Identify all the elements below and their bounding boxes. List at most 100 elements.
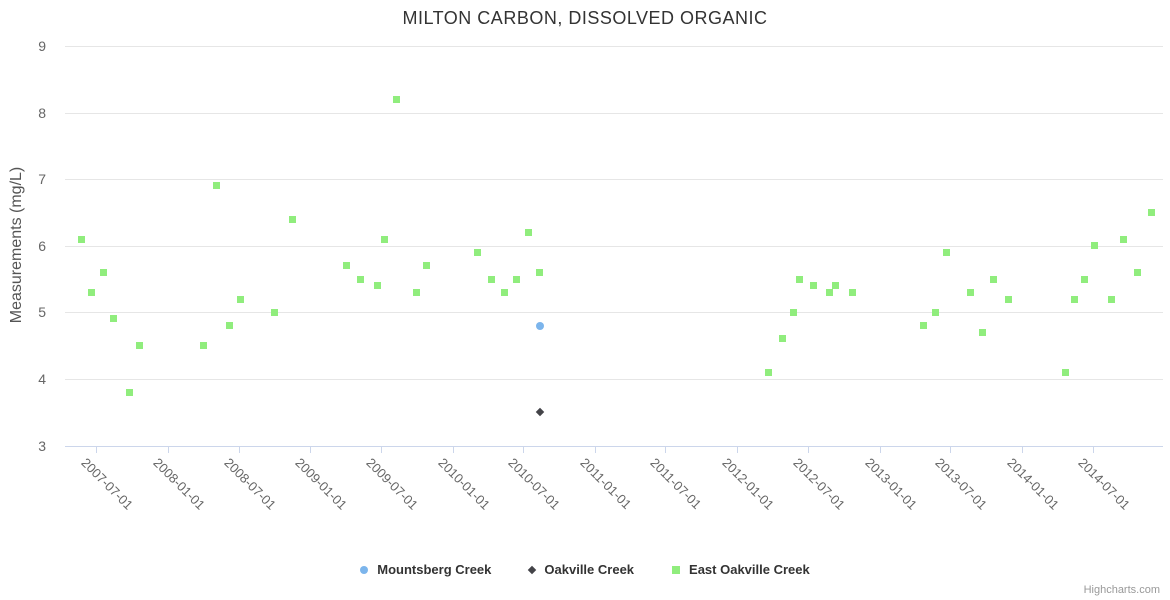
data-point-square[interactable] bbox=[978, 328, 986, 336]
data-point-square[interactable] bbox=[199, 342, 207, 350]
x-axis-tick-label: 2010-07-01 bbox=[505, 454, 564, 513]
y-gridline bbox=[65, 112, 1163, 114]
data-point-square[interactable] bbox=[1081, 275, 1089, 283]
x-axis-tick-label: 2012-01-01 bbox=[719, 454, 778, 513]
y-axis-tick-label: 3 bbox=[38, 437, 46, 454]
legend-item-mountsberg-creek[interactable]: Mountsberg Creek bbox=[360, 562, 491, 577]
x-axis-tick-label: 2009-01-01 bbox=[292, 454, 351, 513]
data-point-square[interactable] bbox=[474, 248, 482, 256]
data-point-square[interactable] bbox=[826, 288, 834, 296]
data-point-square[interactable] bbox=[77, 235, 85, 243]
data-point-square[interactable] bbox=[501, 288, 509, 296]
circle-marker-icon bbox=[360, 565, 369, 574]
data-point-square[interactable] bbox=[237, 295, 245, 303]
legend-label: Oakville Creek bbox=[544, 562, 635, 577]
x-axis-tick-label: 2013-01-01 bbox=[862, 454, 920, 513]
data-point-square[interactable] bbox=[357, 275, 365, 283]
data-point-square[interactable] bbox=[536, 268, 544, 276]
x-axis-line bbox=[65, 445, 1163, 447]
y-axis-tick-label: 6 bbox=[38, 237, 46, 254]
x-axis-tick-label: 2012-07-01 bbox=[790, 454, 849, 513]
x-axis-tick bbox=[1092, 446, 1094, 453]
x-axis-tick-label: 2009-07-01 bbox=[363, 454, 421, 513]
data-point-square[interactable] bbox=[789, 308, 797, 316]
data-point-square[interactable] bbox=[88, 288, 95, 296]
data-point-circle[interactable] bbox=[535, 321, 544, 330]
data-point-square[interactable] bbox=[931, 308, 939, 316]
data-point-square[interactable] bbox=[1090, 242, 1098, 250]
data-point-square[interactable] bbox=[966, 288, 974, 296]
data-point-square[interactable] bbox=[524, 228, 532, 236]
legend-item-oakville-creek[interactable]: Oakville Creek bbox=[528, 562, 635, 577]
data-point-square[interactable] bbox=[809, 282, 817, 290]
data-point-square[interactable] bbox=[135, 342, 143, 350]
data-point-square[interactable] bbox=[422, 262, 430, 270]
y-axis-tick-label: 7 bbox=[38, 171, 46, 188]
x-axis-tick bbox=[310, 446, 312, 453]
data-point-square[interactable] bbox=[1108, 295, 1116, 303]
data-point-square[interactable] bbox=[778, 335, 786, 343]
data-point-square[interactable] bbox=[513, 275, 521, 283]
data-point-square[interactable] bbox=[380, 235, 388, 243]
x-axis-tick bbox=[594, 446, 596, 453]
x-axis-tick bbox=[380, 446, 382, 453]
data-point-square[interactable] bbox=[1133, 268, 1141, 276]
legend-label: Mountsberg Creek bbox=[377, 562, 492, 577]
data-point-square[interactable] bbox=[373, 282, 381, 290]
y-axis-tick-label: 9 bbox=[38, 38, 46, 54]
data-point-square[interactable] bbox=[1005, 295, 1013, 303]
y-gridline bbox=[65, 46, 1163, 47]
data-point-square[interactable] bbox=[1119, 235, 1127, 243]
y-gridline bbox=[65, 378, 1163, 380]
x-axis-tick-label: 2008-07-01 bbox=[220, 454, 279, 513]
data-point-square[interactable] bbox=[989, 275, 997, 283]
x-axis-tick-label: 2011-07-01 bbox=[647, 454, 705, 512]
x-axis-tick-label: 2010-01-01 bbox=[434, 454, 493, 513]
y-axis-tick-label: 5 bbox=[38, 304, 46, 321]
data-point-square[interactable] bbox=[942, 248, 950, 256]
x-axis-tick-label: 2014-01-01 bbox=[1004, 454, 1063, 513]
x-axis-tick bbox=[238, 446, 240, 453]
data-point-square[interactable] bbox=[831, 282, 839, 290]
y-gridline bbox=[65, 245, 1163, 247]
data-point-square[interactable] bbox=[488, 275, 496, 283]
x-axis-tick bbox=[665, 446, 667, 453]
x-axis-tick bbox=[1022, 446, 1024, 453]
x-axis-tick bbox=[950, 446, 952, 453]
data-point-square[interactable] bbox=[796, 275, 804, 283]
data-point-square[interactable] bbox=[1062, 368, 1070, 376]
credits-link[interactable]: Highcharts.com bbox=[1083, 584, 1160, 596]
data-point-square[interactable] bbox=[125, 388, 133, 396]
data-point-square[interactable] bbox=[1148, 208, 1156, 216]
x-axis-tick-label: 2007-07-01 bbox=[78, 454, 136, 513]
data-point-square[interactable] bbox=[392, 95, 400, 103]
data-point-square[interactable] bbox=[270, 308, 278, 316]
data-point-square[interactable] bbox=[212, 182, 220, 190]
y-axis-tick-label: 4 bbox=[38, 370, 46, 387]
data-point-diamond[interactable] bbox=[535, 407, 545, 417]
x-axis-tick-label: 2014-07-01 bbox=[1075, 454, 1133, 513]
data-point-square[interactable] bbox=[343, 262, 351, 270]
x-axis-tick-label: 2011-01-01 bbox=[577, 454, 635, 512]
x-axis-tick bbox=[452, 446, 454, 453]
x-axis-tick-label: 2008-01-01 bbox=[149, 454, 208, 513]
data-point-square[interactable] bbox=[765, 368, 773, 376]
x-axis-tick bbox=[523, 446, 525, 453]
x-axis-tick-label: 2013-07-01 bbox=[932, 454, 991, 513]
x-axis-tick bbox=[167, 446, 169, 453]
data-point-square[interactable] bbox=[412, 288, 420, 296]
legend: Mountsberg Creek Oakville Creek East Oakvi… bbox=[0, 562, 1170, 577]
y-gridline bbox=[65, 179, 1163, 181]
data-point-square[interactable] bbox=[109, 315, 117, 323]
data-point-square[interactable] bbox=[920, 322, 928, 330]
legend-item-east-oakville-creek[interactable]: East Oakville Creek bbox=[672, 562, 810, 577]
data-point-square[interactable] bbox=[289, 215, 297, 223]
legend-label: East Oakville Creek bbox=[689, 562, 810, 577]
data-point-square[interactable] bbox=[225, 322, 233, 330]
data-point-square[interactable] bbox=[1070, 295, 1078, 303]
x-axis-tick bbox=[95, 446, 97, 453]
data-point-square[interactable] bbox=[849, 288, 857, 296]
square-marker-icon bbox=[672, 565, 681, 574]
data-point-square[interactable] bbox=[99, 268, 107, 276]
